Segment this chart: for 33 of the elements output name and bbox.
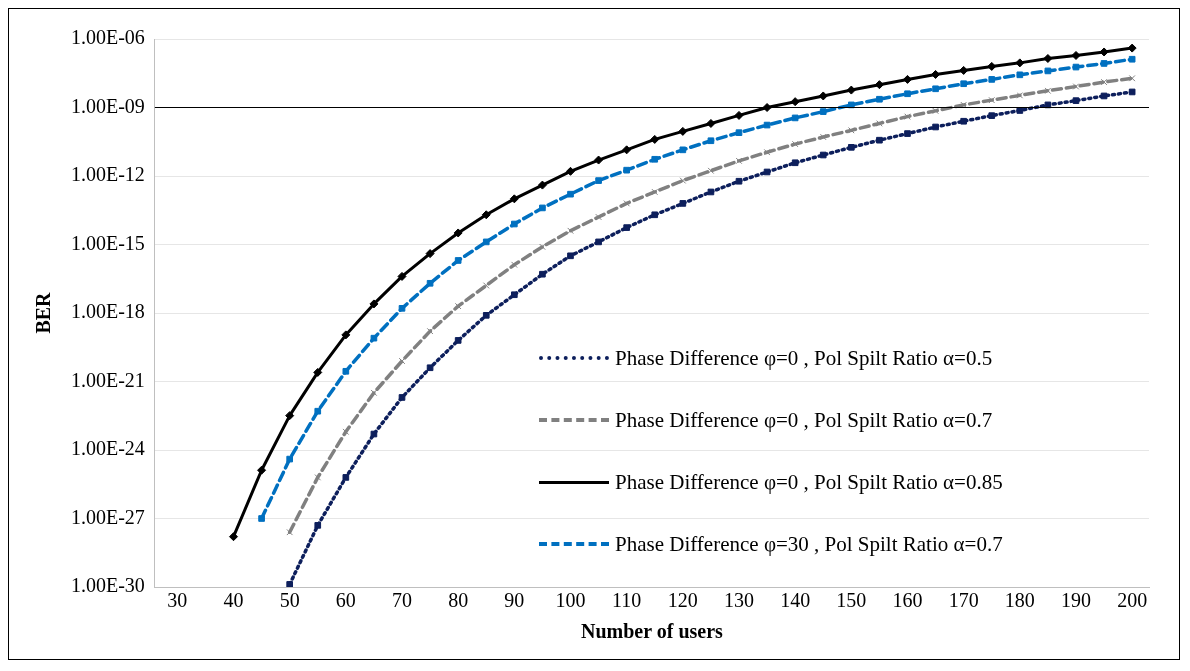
x-tick-label: 160 <box>892 589 923 612</box>
x-tick-label: 70 <box>392 589 412 612</box>
y-tick-label: 1.00E-09 <box>70 94 145 117</box>
x-tick-label: 90 <box>504 589 525 612</box>
legend-label: Phase Difference φ=0 , Pol Spilt Ratio α=0.7 <box>615 407 993 433</box>
x-tick-label: 80 <box>448 589 469 612</box>
y-tick-label: 1.00E-27 <box>70 505 145 528</box>
y-axis-title: BER <box>32 291 55 334</box>
x-tick-label: 120 <box>667 589 698 612</box>
y-tick-label: 1.00E-30 <box>70 574 145 597</box>
x-tick-label: 110 <box>612 589 642 612</box>
y-tick-label: 1.00E-12 <box>70 163 145 186</box>
y-tick-label: 1.00E-15 <box>70 231 145 254</box>
legend-label: Phase Difference φ=0 , Pol Spilt Ratio α=0.85 <box>615 469 1003 495</box>
x-axis-title: Number of users <box>581 620 724 643</box>
x-tick-label: 100 <box>555 589 586 612</box>
x-tick-label: 150 <box>836 589 867 612</box>
x-tick-label: 170 <box>948 589 979 612</box>
x-tick-label: 180 <box>1004 589 1035 612</box>
legend-label: Phase Difference φ=30 , Pol Spilt Ratio α=0.7 <box>615 531 1003 557</box>
x-tick-label: 40 <box>223 589 244 612</box>
y-tick-label: 1.00E-06 <box>70 26 145 49</box>
x-tick-label: 190 <box>1060 589 1091 612</box>
y-tick-label: 1.00E-21 <box>70 368 145 391</box>
x-tick-label: 50 <box>279 589 300 612</box>
x-tick-label: 130 <box>723 589 754 612</box>
y-tick-label: 1.00E-24 <box>70 437 145 460</box>
x-tick-label: 60 <box>335 589 356 612</box>
x-tick-label: 30 <box>167 589 188 612</box>
legend-label: Phase Difference φ=0 , Pol Spilt Ratio α=0.5 <box>615 345 993 371</box>
y-tick-label: 1.00E-18 <box>70 300 145 323</box>
x-tick-label: 140 <box>780 589 811 612</box>
x-tick-label: 200 <box>1117 589 1148 612</box>
